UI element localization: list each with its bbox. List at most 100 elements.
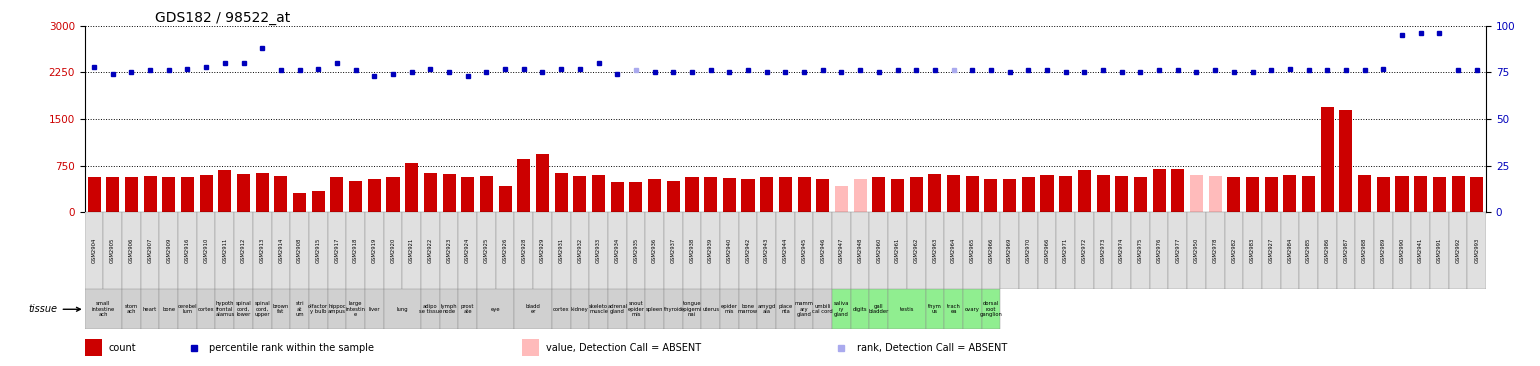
Text: liver: liver	[368, 307, 380, 312]
Bar	[1337, 212, 1355, 289]
Text: spleen: spleen	[645, 307, 664, 312]
Bar	[1414, 176, 1428, 212]
Bar	[870, 289, 889, 329]
Bar	[1130, 212, 1150, 289]
Bar	[480, 176, 493, 212]
Bar	[1392, 212, 1411, 289]
Bar	[832, 289, 850, 329]
Text: amygd
ala: amygd ala	[758, 304, 776, 314]
Text: GSM2974: GSM2974	[1120, 238, 1124, 264]
Bar	[106, 178, 119, 212]
Text: dorsal
root
ganglion: dorsal root ganglion	[979, 301, 1003, 317]
Text: GSM2962: GSM2962	[913, 238, 919, 264]
Text: GSM2910: GSM2910	[203, 238, 208, 264]
Text: cortex: cortex	[197, 307, 214, 312]
Bar	[664, 212, 682, 289]
Text: skeleto
muscle: skeleto muscle	[588, 304, 608, 314]
Bar	[570, 212, 590, 289]
Bar	[383, 289, 420, 329]
Bar	[88, 178, 100, 212]
Text: GSM2923: GSM2923	[447, 238, 451, 263]
Bar	[1019, 212, 1038, 289]
Bar	[1172, 169, 1184, 212]
Bar	[237, 174, 249, 212]
Text: GSM2922: GSM2922	[428, 238, 433, 264]
Text: GSM2943: GSM2943	[764, 238, 768, 263]
Bar	[460, 178, 474, 212]
Bar	[926, 212, 944, 289]
Bar	[1227, 178, 1240, 212]
Text: GSM2975: GSM2975	[1138, 238, 1143, 264]
Bar	[1075, 212, 1093, 289]
Bar	[590, 289, 608, 329]
Bar	[554, 173, 568, 212]
Text: tissue: tissue	[29, 304, 80, 314]
Bar	[1432, 178, 1446, 212]
Bar	[1374, 212, 1392, 289]
Bar	[889, 212, 907, 289]
Bar	[722, 178, 736, 212]
Text: bone: bone	[162, 307, 176, 312]
Bar	[1056, 212, 1075, 289]
Bar	[795, 289, 813, 329]
Text: GSM2934: GSM2934	[614, 238, 619, 263]
Bar	[667, 180, 679, 212]
Text: GSM2985: GSM2985	[1306, 238, 1311, 264]
Bar	[962, 289, 981, 329]
Text: GSM2921: GSM2921	[410, 238, 414, 264]
Bar	[758, 289, 776, 329]
Text: GSM2925: GSM2925	[484, 238, 488, 264]
Bar	[1355, 212, 1374, 289]
Bar	[1321, 107, 1334, 212]
Bar	[739, 289, 758, 329]
Bar	[1169, 212, 1187, 289]
Bar	[514, 289, 551, 329]
Bar	[1021, 178, 1035, 212]
Bar	[522, 340, 539, 356]
Text: cerebel
lum: cerebel lum	[177, 304, 197, 314]
Text: GSM2966: GSM2966	[1044, 238, 1049, 264]
Bar	[85, 289, 122, 329]
Bar	[591, 175, 605, 212]
Text: percentile rank within the sample: percentile rank within the sample	[209, 343, 374, 353]
Text: GSM2928: GSM2928	[522, 238, 527, 264]
Bar	[440, 289, 459, 329]
Bar	[293, 193, 306, 212]
Bar	[910, 178, 922, 212]
Bar	[368, 179, 380, 212]
Bar	[1190, 175, 1203, 212]
Bar	[570, 289, 590, 329]
Text: GSM2946: GSM2946	[821, 238, 825, 264]
Bar	[143, 176, 157, 212]
Bar	[1243, 212, 1261, 289]
Bar	[816, 179, 830, 212]
Bar	[459, 289, 477, 329]
Text: stom
ach: stom ach	[125, 304, 139, 314]
Bar	[234, 212, 253, 289]
Bar	[253, 212, 271, 289]
Bar	[1115, 176, 1129, 212]
Text: GSM2983: GSM2983	[1250, 238, 1255, 263]
Bar	[536, 154, 550, 212]
Text: hypoth
frontal
alamus: hypoth frontal alamus	[216, 301, 234, 317]
Bar	[122, 212, 140, 289]
Bar	[907, 212, 926, 289]
Text: spinal
cord,
upper: spinal cord, upper	[254, 301, 270, 317]
Text: GSM2932: GSM2932	[578, 238, 582, 263]
Text: adipo
se tissue: adipo se tissue	[419, 304, 442, 314]
Text: GSM2971: GSM2971	[1063, 238, 1069, 264]
Text: heart: heart	[143, 307, 157, 312]
Bar	[440, 212, 459, 289]
Bar	[929, 174, 941, 212]
Bar	[160, 289, 179, 329]
Text: umbili
cal cord: umbili cal cord	[813, 304, 833, 314]
Text: olfactor
y bulb: olfactor y bulb	[308, 304, 328, 314]
Text: large
intestin
e: large intestin e	[345, 301, 365, 317]
Text: GSM2993: GSM2993	[1474, 238, 1480, 263]
Text: GSM2919: GSM2919	[371, 238, 377, 264]
Text: GSM2942: GSM2942	[745, 238, 750, 264]
Text: cortex: cortex	[553, 307, 570, 312]
Bar	[1246, 178, 1260, 212]
Text: value, Detection Call = ABSENT: value, Detection Call = ABSENT	[545, 343, 701, 353]
Text: bladd
er: bladd er	[525, 304, 541, 314]
